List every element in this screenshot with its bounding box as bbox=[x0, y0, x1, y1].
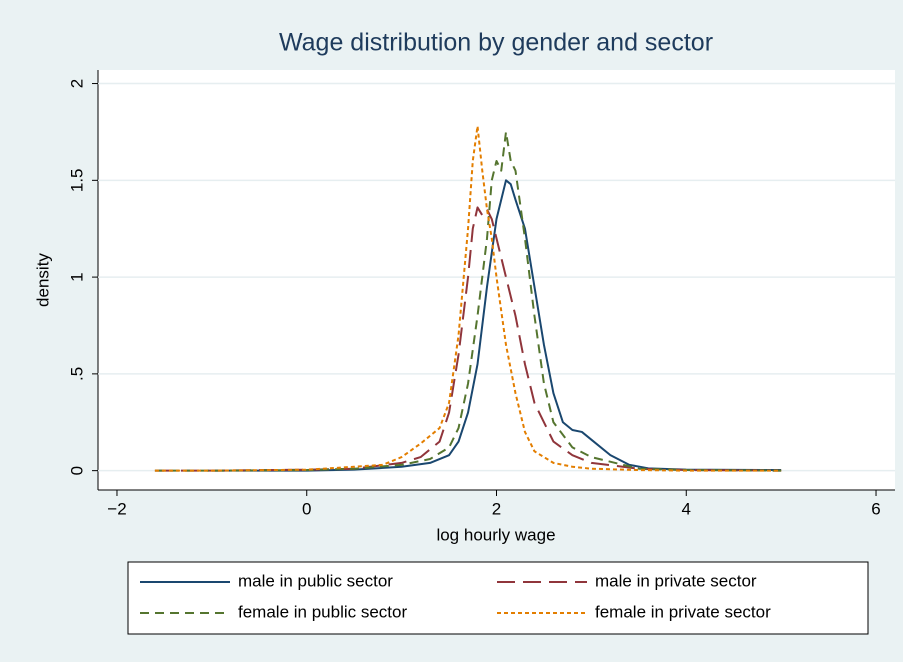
x-tick-label: 4 bbox=[682, 499, 691, 518]
series-line bbox=[211, 179, 782, 472]
series-line bbox=[154, 125, 782, 472]
x-axis-label: log hourly wage bbox=[436, 525, 555, 544]
series-line bbox=[154, 130, 782, 472]
y-tick-label: 0 bbox=[67, 466, 86, 475]
legend-label: male in private sector bbox=[595, 571, 757, 590]
legend-label: female in private sector bbox=[595, 602, 771, 621]
x-tick-label: −2 bbox=[107, 499, 126, 518]
legend bbox=[127, 561, 869, 635]
legend-label: female in public sector bbox=[238, 602, 407, 621]
x-tick-label: 6 bbox=[871, 499, 880, 518]
x-tick-label: 2 bbox=[492, 499, 501, 518]
y-tick-label: 2 bbox=[67, 79, 86, 88]
chart-title: Wage distribution by gender and sector bbox=[279, 29, 713, 57]
y-tick-label: 1.5 bbox=[67, 169, 86, 193]
x-tick-label: 0 bbox=[302, 499, 311, 518]
y-tick-label: .5 bbox=[67, 367, 86, 381]
y-axis-label: density bbox=[33, 253, 52, 307]
y-tick-label: 1 bbox=[67, 272, 86, 281]
legend-label: male in public sector bbox=[238, 571, 393, 590]
